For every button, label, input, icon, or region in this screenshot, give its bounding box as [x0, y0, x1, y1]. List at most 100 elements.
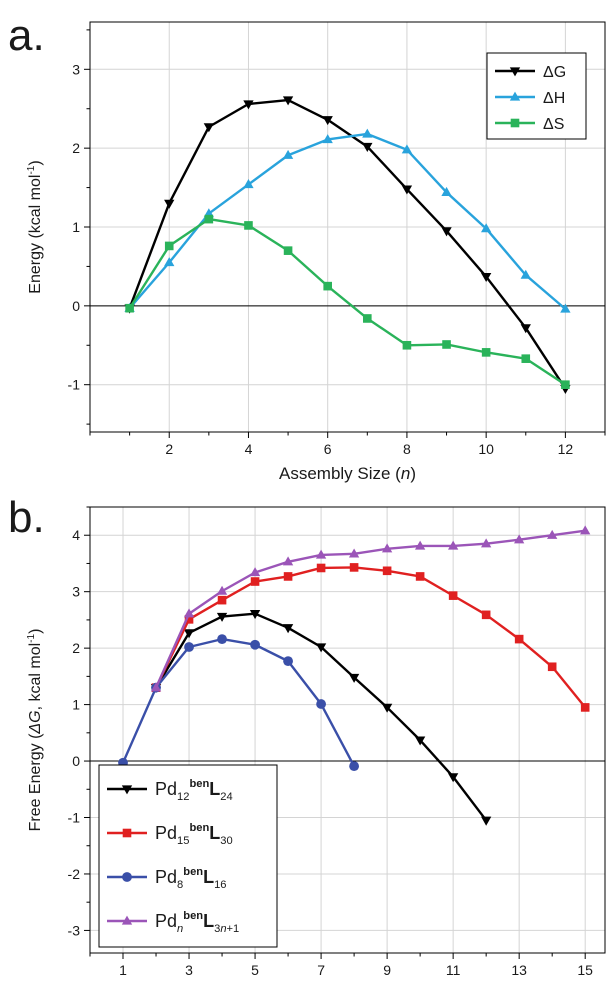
data-point	[401, 144, 413, 154]
y-tick-label: -2	[68, 866, 81, 882]
data-point	[184, 615, 194, 624]
legend-item: Pd15benL30	[107, 822, 233, 847]
data-point	[183, 608, 195, 618]
y-axis-label-b-text: Free Energy (	[27, 733, 44, 831]
legend-a: ΔG ΔH ΔS	[486, 52, 587, 140]
data-point	[283, 656, 293, 667]
data-point	[249, 610, 261, 620]
data-point	[316, 563, 326, 573]
series-layer-a	[124, 96, 571, 395]
y-axis-label-b-delta: ΔG	[27, 710, 44, 734]
data-point	[580, 703, 590, 712]
x-tick-label: 4	[245, 441, 253, 457]
data-point	[283, 572, 293, 581]
data-point	[349, 563, 359, 572]
legend-item: ΔH	[495, 90, 565, 107]
x-axis-label-a: Assembly Size (n)	[279, 464, 416, 483]
x-tick-label: 5	[251, 962, 259, 978]
x-tick-label: 11	[446, 962, 461, 978]
plot-frame-b	[89, 506, 606, 954]
x-tick-label: 2	[165, 441, 173, 457]
series-line	[154, 566, 587, 709]
data-point	[441, 227, 452, 237]
data-point	[362, 128, 373, 138]
series-layer-b	[118, 525, 591, 826]
data-point	[216, 612, 228, 622]
y-axis-label-b-text2: , kcal mol	[27, 643, 44, 711]
legend-item: ΔS	[495, 116, 564, 133]
y-tick-label: 2	[72, 640, 80, 656]
series-line	[128, 217, 567, 386]
data-point	[447, 540, 459, 550]
data-point	[249, 567, 261, 577]
series-line	[128, 98, 567, 390]
data-point	[164, 241, 174, 251]
legend-marker	[509, 91, 521, 101]
data-point	[184, 642, 194, 652]
y-tick-label: 1	[72, 219, 80, 235]
y-tick-label: 0	[72, 753, 80, 769]
data-point	[348, 673, 360, 683]
data-point	[480, 273, 492, 283]
y-tick-label: 4	[72, 527, 80, 543]
data-point	[561, 380, 570, 389]
x-tick-label: 15	[577, 962, 593, 978]
y-tick-label: 0	[72, 298, 80, 314]
legend-label: PdnbenL3n+1	[155, 910, 239, 935]
legend-marker	[509, 67, 521, 77]
data-point	[547, 662, 557, 672]
legend-marker	[122, 872, 132, 882]
data-point	[381, 703, 393, 713]
legend-item: PdnbenL3n+1	[107, 910, 239, 935]
data-point	[244, 221, 253, 230]
x-axis-label-a-text: Assembly Size (	[279, 464, 401, 483]
data-point	[217, 595, 227, 605]
series-b-1	[151, 563, 590, 712]
legend-label: Pd15benL30	[155, 822, 233, 847]
data-point	[520, 324, 531, 334]
legend-marker	[121, 915, 133, 925]
legend-item: Pd8benL16	[107, 866, 227, 891]
data-point	[480, 816, 492, 826]
data-point	[521, 354, 531, 363]
series-b-3	[150, 525, 591, 692]
legend-b: Pd12benL24 Pd15benL30 Pd8benL16 PdnbenL3n+1	[98, 764, 278, 948]
data-point	[243, 100, 254, 110]
data-point	[283, 246, 293, 255]
data-point	[164, 199, 175, 209]
data-point	[322, 134, 333, 144]
panel-label-b: b.	[8, 493, 45, 542]
y-axis-label-b-sup: -1	[26, 633, 37, 642]
x-tick-label: 8	[403, 441, 411, 457]
panel-label-a: a.	[8, 11, 45, 60]
series-line	[154, 529, 586, 689]
legend-label: Pd12benL24	[155, 778, 233, 803]
y-axis-label-a: Energy (kcal mol-1)	[26, 160, 44, 293]
data-point	[203, 123, 215, 133]
x-tick-label: 13	[511, 962, 527, 978]
data-point	[282, 149, 294, 159]
data-point	[402, 340, 412, 350]
data-point	[322, 116, 333, 126]
legend-box	[98, 764, 278, 948]
data-point	[448, 591, 458, 600]
series-b-0	[150, 610, 492, 826]
data-point	[250, 577, 260, 586]
data-point	[441, 186, 452, 196]
data-point	[282, 96, 294, 106]
data-point	[415, 572, 425, 581]
data-point	[401, 185, 413, 195]
data-point	[217, 634, 227, 645]
data-point	[363, 314, 372, 323]
y-tick-label: 2	[72, 140, 80, 156]
data-point	[362, 142, 373, 152]
legend-label: ΔS	[543, 116, 564, 133]
y-axis-label-a-text: Energy (kcal mol	[27, 175, 44, 294]
legend-label: Pd8benL16	[155, 866, 227, 891]
data-point	[315, 549, 327, 559]
